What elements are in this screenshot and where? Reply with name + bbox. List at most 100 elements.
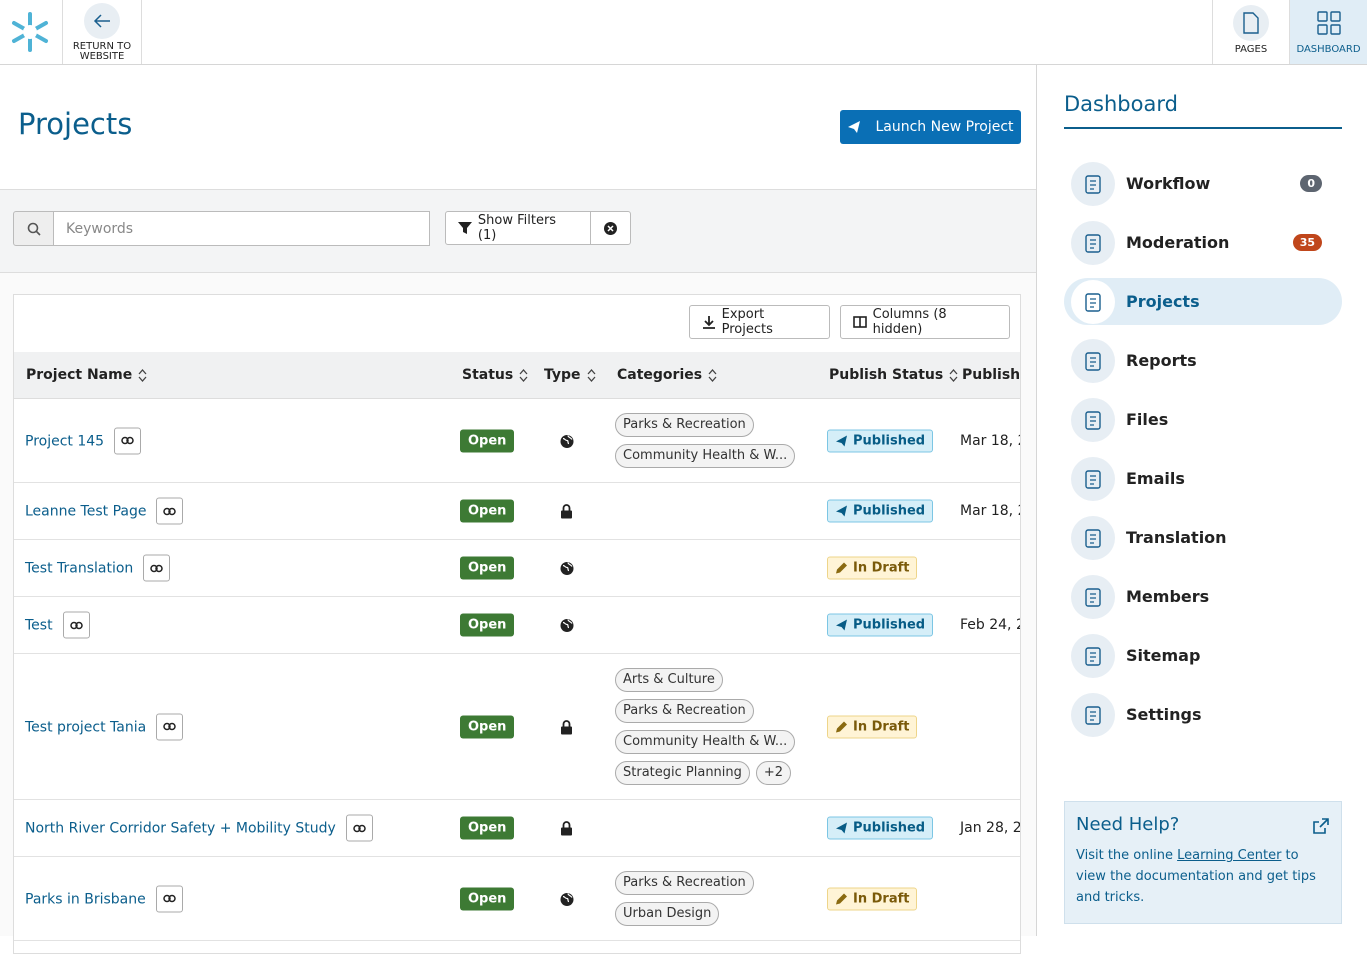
column-header[interactable]: Categories — [617, 367, 717, 383]
help-box: Need Help? Visit the online Learning Cen… — [1064, 801, 1342, 924]
published-date: Jan 28, 20 — [960, 820, 1021, 836]
return-button[interactable]: RETURN TO WEBSITE — [62, 0, 142, 64]
publish-label: Published — [853, 503, 926, 519]
menu-icon — [1071, 515, 1115, 560]
publish-label: In Draft — [853, 891, 910, 906]
type-icon — [560, 433, 574, 448]
name-cell: Parks in Brisbane — [25, 885, 183, 912]
menu-label: Sitemap — [1126, 646, 1201, 665]
return-label: RETURN TO WEBSITE — [72, 41, 132, 62]
launch-button[interactable]: Launch New Project — [840, 110, 1021, 144]
category-pill: Urban Design — [615, 902, 720, 926]
clear-filters[interactable] — [590, 211, 631, 245]
project-link[interactable]: Parks in Brisbane — [25, 891, 146, 907]
project-link[interactable]: North River Corridor Safety + Mobility S… — [25, 820, 336, 837]
categories-cell: Arts & Culture Parks & Recreation Communit… — [615, 654, 825, 799]
copy-link-button[interactable] — [345, 814, 373, 842]
menu-item[interactable]: Projects — [1064, 278, 1342, 325]
sidebar-title: Dashboard — [1064, 92, 1342, 129]
top-bar: RETURN TO WEBSITE PAGES DASHBOARD — [0, 0, 1367, 65]
menu-icon — [1071, 692, 1115, 737]
category-line: Urban Design — [615, 902, 720, 926]
filters-button[interactable]: Show Filters (1) — [445, 211, 591, 245]
name-cell: Test project Tania — [25, 713, 184, 740]
publish-status: In Draft — [827, 887, 918, 910]
pages-button[interactable]: PAGES — [1212, 0, 1289, 64]
categories-cell — [615, 814, 825, 842]
column-label: Status — [462, 367, 514, 383]
table-row: Project 145 Open Parks & Recreation Communi… — [14, 399, 1020, 483]
category-line: Parks & Recreation — [615, 871, 754, 895]
project-link[interactable]: Leanne Test Page — [25, 503, 147, 520]
status-badge: Open — [460, 816, 515, 840]
project-link[interactable]: Test — [25, 617, 53, 634]
name-cell: Test Translation — [25, 554, 171, 582]
table-row: Leanne Test Page Open Published Mar 18, 2 — [14, 483, 1020, 540]
help-link[interactable]: Learning Center — [1177, 848, 1282, 863]
type-icon — [560, 504, 573, 519]
external-icon — [1313, 818, 1329, 834]
categories-cell — [615, 497, 825, 525]
column-label: Publish Status — [829, 367, 944, 383]
menu-item[interactable]: Settings — [1064, 691, 1342, 738]
search-input[interactable]: Keywords — [53, 211, 430, 246]
project-link[interactable]: Project 145 — [25, 433, 105, 449]
copy-link-button[interactable] — [62, 611, 90, 639]
menu-item[interactable]: Reports — [1064, 337, 1342, 384]
column-header[interactable]: Publish Status — [829, 367, 958, 383]
help-text-after: to view the documentation and get tips a… — [1076, 848, 1316, 905]
column-header[interactable]: Project Name — [26, 367, 147, 383]
category-pill: Parks & Recreation — [615, 699, 754, 723]
status-badge: Open — [460, 715, 515, 738]
menu-icon — [1071, 397, 1115, 442]
copy-link-button[interactable] — [114, 427, 142, 454]
category-line: Strategic Planning +2 — [615, 761, 792, 785]
column-header[interactable]: Type — [544, 367, 596, 383]
category-line: Community Health & W... — [615, 444, 796, 468]
category-line: Parks & Recreation — [615, 699, 754, 723]
column-label: Publishe — [962, 367, 1021, 383]
count-badge: 35 — [1292, 234, 1322, 251]
categories-cell — [615, 611, 825, 639]
copy-link-button[interactable] — [156, 713, 184, 740]
menu-label: Workflow — [1126, 174, 1211, 193]
project-link[interactable]: Test Translation — [25, 560, 134, 577]
name-cell: Leanne Test Page — [25, 497, 184, 525]
table-row: Test Translation Open In Draft — [14, 540, 1020, 597]
help-title: Need Help? — [1076, 814, 1180, 835]
menu-label: Moderation — [1126, 233, 1230, 252]
menu-item[interactable]: Emails — [1064, 455, 1342, 502]
publish-status: Published — [827, 429, 934, 452]
column-label: Categories — [617, 367, 703, 383]
category-line: Arts & Culture — [615, 668, 723, 692]
export-button[interactable]: Export Projects — [689, 305, 830, 339]
table-row: Parks in Brisbane Open Parks & Recreation U… — [14, 857, 1020, 941]
column-header[interactable]: Publishe — [962, 367, 1021, 383]
status-badge: Open — [460, 429, 515, 452]
columns-button[interactable]: Columns (8 hidden) — [840, 305, 1010, 339]
menu-item[interactable]: Sitemap — [1064, 632, 1342, 679]
name-cell: Test — [25, 611, 90, 639]
status-badge: Open — [460, 499, 515, 523]
publish-status: Published — [827, 613, 934, 637]
table-row: Test Open Published Feb 24, 20 — [14, 597, 1020, 654]
category-pill: Parks & Recreation — [615, 413, 754, 437]
status-badge: Open — [460, 556, 515, 580]
copy-link-button[interactable] — [156, 497, 184, 525]
copy-link-button[interactable] — [155, 885, 183, 912]
projects-table: Project Name Status Type Categories Publish … — [14, 352, 1021, 941]
menu-item[interactable]: Translation — [1064, 514, 1342, 561]
menu-item[interactable]: Moderation 35 — [1064, 219, 1342, 266]
copy-link-button[interactable] — [143, 554, 171, 582]
menu-label: Settings — [1126, 705, 1202, 724]
menu-item[interactable]: Files — [1064, 396, 1342, 443]
menu-item[interactable]: Members — [1064, 573, 1342, 620]
publish-label: Published — [853, 433, 926, 448]
menu-icon — [1071, 161, 1115, 206]
dashboard-button[interactable]: DASHBOARD — [1289, 0, 1367, 64]
project-link[interactable]: Test project Tania — [25, 719, 147, 735]
status-badge: Open — [460, 613, 515, 637]
menu-item[interactable]: Workflow 0 — [1064, 160, 1342, 207]
column-header[interactable]: Status — [462, 367, 528, 383]
